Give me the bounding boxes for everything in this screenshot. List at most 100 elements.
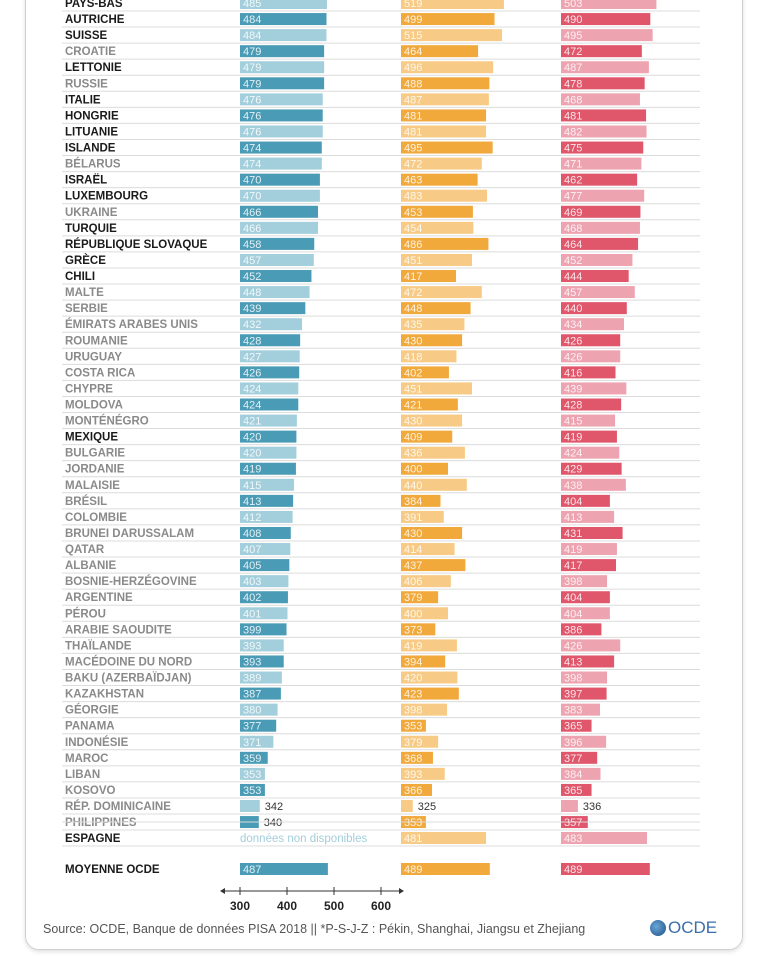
country-label: MEXIQUE <box>65 432 118 444</box>
country-label: HONGRIE <box>65 110 119 122</box>
value-label: 379 <box>404 592 422 604</box>
value-label: 353 <box>404 817 422 829</box>
value-label: 413 <box>243 496 261 508</box>
bar <box>561 13 651 26</box>
country-label: BAKU (AZERBAÏDJAN) <box>65 672 192 685</box>
bar <box>561 270 629 283</box>
bar <box>561 543 617 556</box>
bar <box>561 430 617 443</box>
value-label: 419 <box>404 640 422 652</box>
bar <box>561 61 649 74</box>
country-label: MAROC <box>65 753 108 765</box>
bar <box>561 398 622 411</box>
bar <box>240 623 287 636</box>
bar <box>401 671 458 684</box>
bar <box>401 703 448 716</box>
bar <box>401 735 439 748</box>
value-label: 419 <box>564 544 582 556</box>
value-label: 336 <box>583 801 601 813</box>
bar <box>240 526 291 539</box>
value-label: 426 <box>564 335 582 347</box>
value-label: 397 <box>564 689 582 701</box>
value-label: 386 <box>564 624 582 636</box>
bar <box>561 719 592 732</box>
country-label: CHYPRE <box>65 383 113 395</box>
value-label: 423 <box>404 689 422 701</box>
value-label: 416 <box>564 367 582 379</box>
value-label: 466 <box>243 207 261 219</box>
missing-data-label: données non disponibles <box>240 833 367 845</box>
value-label: 426 <box>564 640 582 652</box>
value-label: 421 <box>404 400 422 412</box>
bar <box>240 783 265 796</box>
bar <box>401 510 444 523</box>
country-label: GÉORGIE <box>65 704 119 717</box>
bar <box>561 478 626 491</box>
country-label: ARABIE SAOUDITE <box>65 624 172 636</box>
country-label: ISLANDE <box>65 143 116 155</box>
value-label: 451 <box>404 383 422 395</box>
bar <box>401 414 463 427</box>
bar <box>561 237 639 250</box>
bar <box>240 510 293 523</box>
value-label: 420 <box>243 432 261 444</box>
country-label: ÉMIRATS ARABES UNIS <box>65 318 198 331</box>
value-label: 481 <box>404 110 422 122</box>
value-label: 371 <box>243 737 261 749</box>
country-label: ESPAGNE <box>65 833 121 845</box>
oecd-logo: OCDE <box>650 918 717 938</box>
value-label: 464 <box>564 239 582 251</box>
country-label: ARGENTINE <box>65 592 133 604</box>
bar <box>561 253 633 266</box>
bar <box>401 141 493 154</box>
country-label: CROATIE <box>65 46 116 58</box>
bar <box>401 623 436 636</box>
country-label: MONTÉNÉGRO <box>65 415 149 428</box>
value-label: 439 <box>564 383 582 395</box>
bar <box>561 350 621 363</box>
value-label: 471 <box>564 159 582 171</box>
value-label: 393 <box>404 769 422 781</box>
value-label: 373 <box>404 624 422 636</box>
bar <box>401 237 489 250</box>
value-label: 377 <box>564 753 582 765</box>
bar <box>401 334 463 347</box>
country-label: BRUNEI DARUSSALAM <box>65 528 194 540</box>
bar <box>240 751 268 764</box>
bar <box>240 767 265 780</box>
country-label: URUGUAY <box>65 351 122 363</box>
bar <box>561 0 657 9</box>
country-label: MACÉDOINE DU NORD <box>65 655 192 668</box>
country-label: MOYENNE OCDE <box>65 864 160 876</box>
globe-icon <box>650 920 666 936</box>
bar <box>240 318 303 331</box>
value-label: 462 <box>564 175 582 187</box>
bar <box>401 719 426 732</box>
bar <box>561 109 647 122</box>
country-label: COLOMBIE <box>65 512 127 524</box>
value-label: 383 <box>564 705 582 717</box>
bar <box>561 623 602 636</box>
value-label: 481 <box>564 110 582 122</box>
bar <box>561 446 620 459</box>
value-label: 359 <box>243 753 261 765</box>
value-label: 379 <box>404 737 422 749</box>
bar <box>401 446 465 459</box>
value-label: 487 <box>564 62 582 74</box>
bar <box>561 366 616 379</box>
bar <box>401 125 487 138</box>
value-label: 325 <box>418 801 436 813</box>
value-label: 431 <box>564 528 582 540</box>
country-label: BULGARIE <box>65 448 125 460</box>
value-label: 353 <box>243 769 261 781</box>
bar <box>240 253 314 266</box>
bar <box>401 494 441 507</box>
pisa-bar-chart: PAYS-BAS 485 519 503 AUTRICHE 484 499 490 SUISSE… <box>62 0 700 910</box>
bar <box>240 157 322 170</box>
x-tick-label: 600 <box>371 899 391 910</box>
value-label: 479 <box>243 46 261 58</box>
bar <box>561 302 627 315</box>
bar <box>240 414 297 427</box>
country-label: KAZAKHSTAN <box>65 689 144 701</box>
bar <box>240 29 327 42</box>
